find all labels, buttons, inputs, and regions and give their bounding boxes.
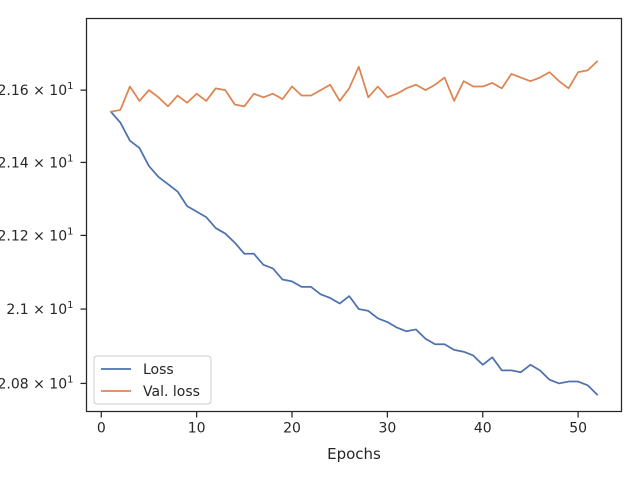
plot-frame — [85, 17, 623, 413]
y-tick-label: 2.08 × 101 — [0, 374, 74, 392]
x-tick-label: 50 — [569, 421, 587, 437]
x-axis-label: Epochs — [327, 445, 381, 463]
series-lines — [109, 60, 599, 396]
x-tick-label: 10 — [188, 421, 206, 437]
legend-box — [93, 355, 212, 405]
x-tick-label: 40 — [474, 421, 492, 437]
series-line-loss — [109, 110, 599, 396]
legend-label-val-loss: Val. loss — [143, 384, 200, 400]
x-tick-label: 20 — [283, 421, 301, 437]
x-tick-label: 30 — [378, 421, 396, 437]
x-axis-ticks: 0 10 20 30 40 50 — [97, 411, 587, 437]
y-tick-label: 2.1 × 101 — [6, 300, 73, 318]
y-tick-label: 2.14 × 101 — [0, 153, 74, 171]
x-tick-label: 0 — [97, 421, 106, 437]
y-tick-label: 2.16 × 101 — [0, 81, 74, 99]
legend: Loss Val. loss — [93, 355, 212, 405]
legend-label-loss: Loss — [143, 362, 174, 378]
y-axis-ticks: 2.08 × 101 2.1 × 101 2.12 × 101 2.14 × 101 2… — [0, 81, 87, 392]
y-tick-label: 2.12 × 101 — [0, 226, 74, 244]
series-line-val-loss — [109, 60, 599, 113]
